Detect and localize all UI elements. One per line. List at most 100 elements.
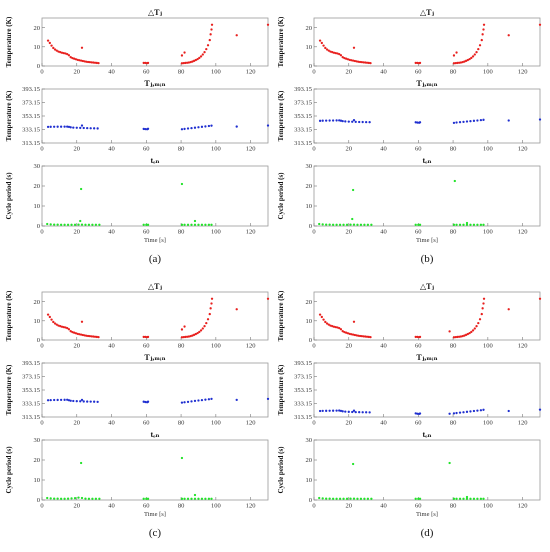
- data-point: [331, 51, 334, 54]
- data-point: [180, 456, 184, 460]
- data-point: [60, 51, 64, 54]
- data-point: [209, 33, 212, 36]
- data-point: [146, 127, 150, 130]
- subplot-1: △Tⱼ 0 10 20 0 20 40 60 80 100 120 Temperature (K): [277, 8, 542, 76]
- y-tick-label: 353.15: [22, 387, 40, 394]
- data-point: [72, 399, 75, 403]
- data-point: [452, 412, 456, 415]
- data-point: [324, 320, 327, 324]
- data-point: [452, 62, 456, 65]
- x-tick-label: 80: [178, 69, 185, 76]
- data-point: [59, 325, 62, 328]
- x-tick-label: 60: [415, 146, 422, 153]
- data-point: [204, 497, 207, 500]
- data-point: [192, 59, 196, 62]
- data-point: [418, 335, 422, 339]
- x-tick-label: 80: [450, 69, 457, 76]
- data-point: [331, 497, 335, 500]
- data-point: [458, 223, 462, 226]
- data-point: [369, 335, 372, 339]
- y-tick-label: 0: [309, 223, 312, 230]
- data-point: [59, 51, 62, 54]
- data-point: [455, 223, 458, 226]
- data-point: [356, 223, 359, 226]
- data-point: [73, 223, 77, 226]
- data-point: [187, 61, 191, 64]
- data-point: [331, 325, 334, 328]
- x-tick-label: 60: [143, 503, 150, 510]
- data-point: [470, 56, 473, 60]
- subplot-3: tₒₙ 0 10 20 30 0 20 40 60 80 100 120 Cycle period (s…: [5, 156, 269, 244]
- data-point: [92, 61, 95, 64]
- data-point: [462, 120, 465, 123]
- y-tick-label: 10: [34, 203, 41, 210]
- data-point: [476, 223, 479, 226]
- data-point: [321, 409, 324, 413]
- plot-area: [41, 362, 269, 418]
- data-point: [338, 326, 341, 330]
- series-points: [318, 23, 542, 65]
- data-point: [90, 335, 93, 338]
- x-tick-label: 60: [415, 229, 422, 236]
- y-axis-label: Temperature (K): [5, 90, 13, 141]
- data-point: [96, 400, 99, 403]
- data-point: [70, 497, 73, 500]
- data-point: [78, 333, 81, 336]
- data-point: [235, 125, 238, 128]
- data-point: [538, 408, 542, 411]
- data-point: [338, 52, 341, 56]
- data-point: [329, 50, 332, 53]
- data-point: [318, 409, 322, 413]
- data-point: [189, 61, 192, 64]
- subplot-title: Tⱼ,ₘᵢₙ: [144, 79, 165, 88]
- data-point: [266, 297, 270, 300]
- data-point: [73, 497, 77, 500]
- data-point: [351, 462, 355, 466]
- data-point: [80, 223, 84, 226]
- data-point: [49, 223, 52, 226]
- data-point: [331, 409, 335, 412]
- y-tick-label: 313.15: [294, 140, 312, 147]
- data-point: [507, 409, 510, 413]
- data-point: [465, 497, 469, 500]
- data-point: [453, 179, 456, 183]
- data-point: [463, 334, 466, 337]
- data-point: [197, 497, 200, 500]
- x-tick-label: 100: [211, 69, 221, 76]
- data-point: [354, 120, 357, 124]
- x-tick-label: 120: [246, 420, 256, 427]
- data-point: [452, 54, 456, 57]
- plot-area: [41, 291, 269, 341]
- data-point: [81, 333, 85, 337]
- y-tick-label: 313.15: [294, 414, 312, 421]
- plot-area: [41, 165, 269, 227]
- data-point: [79, 219, 82, 223]
- data-point: [338, 497, 342, 500]
- data-point: [352, 320, 356, 323]
- y-tick-label: 393.15: [22, 86, 40, 93]
- data-point: [87, 223, 91, 226]
- subplot-title: Tⱼ,ₘᵢₙ: [416, 353, 437, 362]
- data-point: [186, 61, 189, 64]
- data-point: [479, 409, 483, 412]
- data-point: [66, 398, 69, 401]
- y-axis-label: Temperature (K): [277, 16, 285, 67]
- data-point: [351, 188, 355, 192]
- x-tick-label: 20: [346, 69, 353, 76]
- x-tick-label: 100: [483, 229, 493, 236]
- data-point: [318, 496, 321, 500]
- y-tick-label: 20: [306, 299, 313, 306]
- y-axis-label: Cycle period (s): [5, 446, 13, 494]
- data-point: [346, 58, 350, 61]
- subplot-title: △Tⱼ: [148, 8, 162, 17]
- series-points: [46, 124, 270, 131]
- data-point: [91, 223, 94, 226]
- x-tick-label: 60: [143, 420, 150, 427]
- data-point: [461, 61, 464, 64]
- data-point: [322, 44, 325, 47]
- data-point: [345, 331, 348, 334]
- data-point: [472, 497, 476, 500]
- data-point: [79, 187, 83, 191]
- data-point: [335, 497, 338, 500]
- x-tick-label: 0: [312, 503, 315, 510]
